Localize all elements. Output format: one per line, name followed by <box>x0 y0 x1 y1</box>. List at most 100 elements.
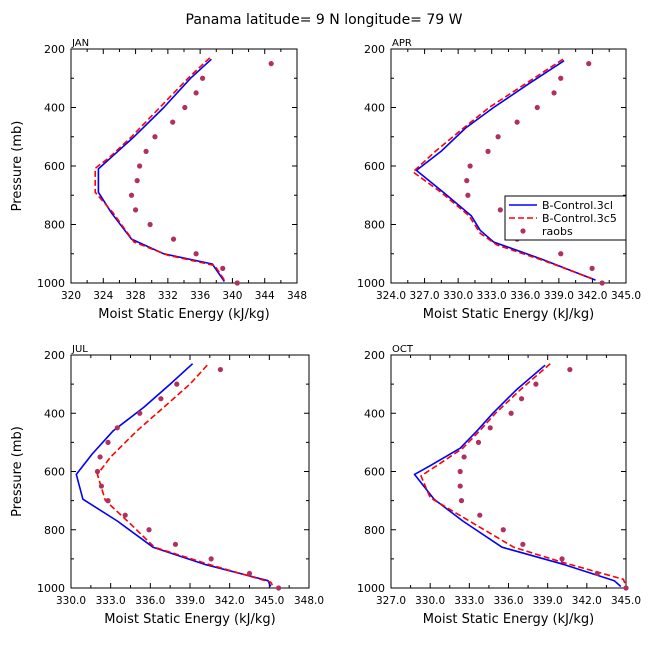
x-tick-label: 333.0 <box>96 595 126 607</box>
x-tick-label: 339.0 <box>175 595 205 607</box>
raobs-point <box>246 570 253 577</box>
x-tick-label: 332 <box>158 290 178 302</box>
raobs-point <box>128 192 135 198</box>
raobs-point <box>567 366 573 373</box>
y-tick-label: 200 <box>44 349 65 362</box>
raobs-point <box>465 192 471 198</box>
x-tick-label: 333.0 <box>477 290 507 302</box>
legend-raobs-marker <box>520 228 526 234</box>
raobs-point <box>457 468 463 475</box>
y-tick-label: 400 <box>44 407 65 420</box>
x-tick-label: 330.0 <box>415 595 445 607</box>
raobs-point <box>137 163 143 169</box>
raobs-point <box>589 265 595 271</box>
y-tick-label: 1000 <box>357 277 385 290</box>
x-tick-label: 328 <box>126 290 146 302</box>
raobs-point <box>174 381 180 387</box>
x-tick-label: 336.0 <box>135 595 165 607</box>
raobs-point <box>477 512 483 518</box>
raobs-point <box>559 556 565 562</box>
raobs-point <box>485 148 491 154</box>
x-axis-label: Moist Static Energy (kJ/kg) <box>104 612 275 627</box>
raobs-point <box>458 498 465 504</box>
x-tick-label: 327.0 <box>376 595 406 607</box>
raobs-point <box>147 221 153 228</box>
raobs-point <box>495 134 501 140</box>
y-tick-label: 600 <box>364 160 385 173</box>
panel-oct: OCT 327.0 330.0 333.0 336.0 339.0 342.0 345.0 20… <box>357 344 641 627</box>
raobs-point <box>475 439 482 445</box>
raobs-point <box>122 512 128 518</box>
raobs-point <box>170 119 176 125</box>
y-tick-label: 200 <box>364 349 385 362</box>
x-axis-label: Moist Static Energy (kJ/kg) <box>423 612 594 627</box>
legend-label: raobs <box>542 225 573 238</box>
x-tick-label: 333.0 <box>454 595 484 607</box>
x-tick-label: 330.0 <box>443 290 473 302</box>
x-tick-label: 336.0 <box>510 290 540 302</box>
raobs-point <box>520 541 526 547</box>
x-tick-label: 348.0 <box>294 595 324 607</box>
raobs-point <box>170 236 177 242</box>
raobs-point <box>457 483 463 489</box>
raobs-point <box>132 207 139 213</box>
raobs-point <box>268 61 274 67</box>
raobs-point <box>143 148 149 154</box>
raobs-point <box>461 454 467 460</box>
raobs-point <box>220 265 226 271</box>
raobs-point <box>586 61 592 67</box>
panel-label: OCT <box>392 344 414 355</box>
raobs-point <box>146 527 152 533</box>
x-tick-label: 339.0 <box>544 290 574 302</box>
raobs-point <box>114 425 120 431</box>
panel-apr: APR 324.0 327.0 330.0 333.0 336.0 339.0 342.0 34… <box>357 38 641 322</box>
raobs-point <box>105 439 111 445</box>
y-tick-label: 400 <box>44 102 65 115</box>
x-tick-label: 324.0 <box>376 290 406 302</box>
series-line-3c5 <box>420 363 627 587</box>
y-tick-label: 800 <box>364 524 385 537</box>
raobs-point <box>518 396 525 402</box>
x-axis-label: Moist Static Energy (kJ/kg) <box>423 307 594 322</box>
raobs-point <box>508 410 514 416</box>
y-tick-label: 200 <box>364 43 385 56</box>
y-tick-label: 800 <box>44 219 65 232</box>
raobs-point <box>217 366 224 373</box>
raobs-point <box>275 585 282 591</box>
y-tick-label: 200 <box>44 43 65 56</box>
series-line-3cl <box>415 60 596 281</box>
y-tick-label: 400 <box>364 407 385 420</box>
x-tick-label: 342.0 <box>572 595 602 607</box>
y-tick-label: 600 <box>364 466 385 479</box>
figure-title: Panama latitude= 9 N longitude= 79 W <box>186 12 463 28</box>
raobs-point <box>487 425 493 431</box>
x-tick-label: 330.0 <box>56 595 86 607</box>
raobs-point <box>514 119 520 125</box>
x-tick-label: 320 <box>61 290 81 302</box>
plot-frame <box>70 48 298 284</box>
panel-label: JUL <box>71 344 88 355</box>
x-tick-label: 336.0 <box>493 595 523 607</box>
x-tick-label: 340 <box>222 290 242 302</box>
series-line-3cl <box>97 58 226 282</box>
x-tick-label: 348 <box>287 290 307 302</box>
panels: JAN 320 324 328 332 336 340 344 348 200 400 600 800 1… <box>10 38 641 627</box>
raobs-point <box>208 556 214 562</box>
raobs-point <box>558 75 564 81</box>
y-tick-label: 1000 <box>357 582 385 595</box>
raobs-point <box>497 207 503 213</box>
raobs-point <box>500 527 506 533</box>
legend-box <box>504 195 627 241</box>
y-tick-label: 600 <box>44 160 65 173</box>
x-tick-label: 344 <box>255 290 275 302</box>
raobs-point <box>158 396 164 402</box>
x-tick-label: 324 <box>93 290 113 302</box>
raobs-point <box>98 483 105 489</box>
raobs-point <box>137 410 143 416</box>
x-tick-label: 345.0 <box>254 595 284 607</box>
series-line-3c5 <box>412 58 593 280</box>
series-line-3c5 <box>94 57 226 281</box>
raobs-point <box>623 585 629 591</box>
raobs-point <box>193 251 199 257</box>
